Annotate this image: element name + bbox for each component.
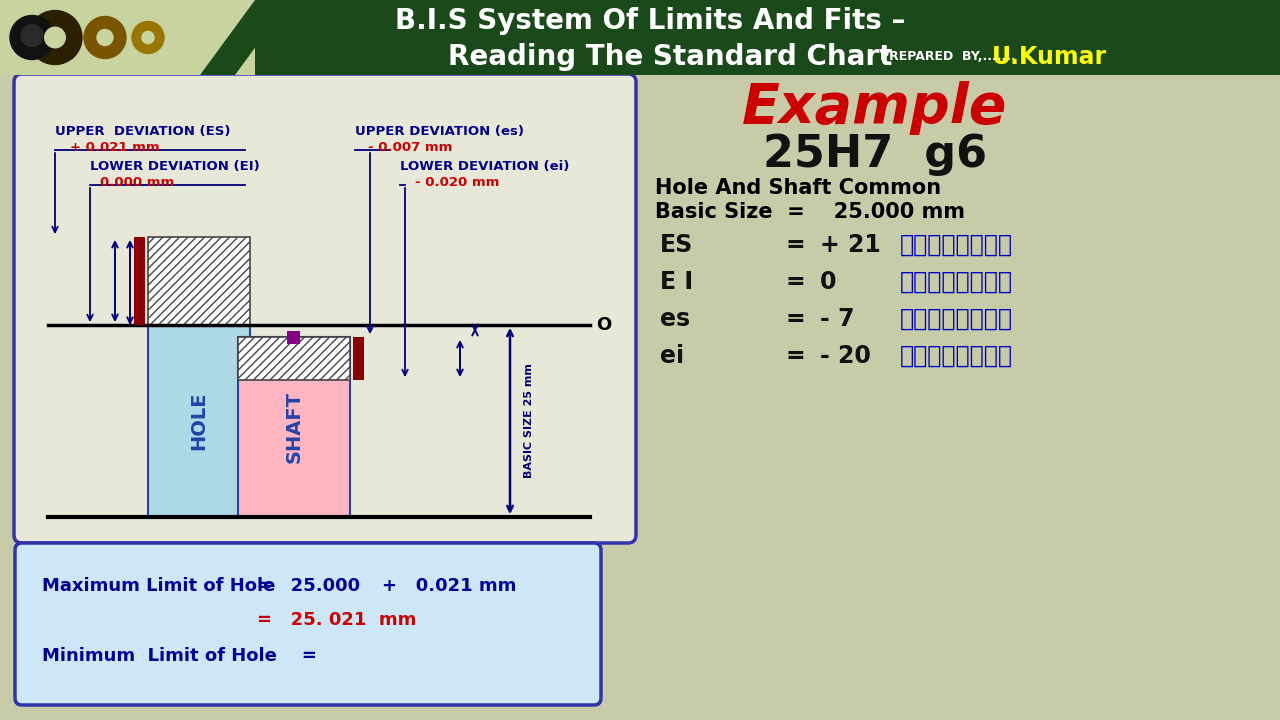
Bar — [134, 237, 145, 325]
Text: मायक्रॉन: मायक्रॉन — [900, 344, 1012, 368]
Text: =   25.000: = 25.000 — [257, 577, 360, 595]
Text: BASIC SIZE 25 mm: BASIC SIZE 25 mm — [524, 364, 534, 478]
Text: PREPARED  BY,.......: PREPARED BY,....... — [881, 50, 1016, 63]
Text: =: = — [785, 344, 805, 368]
Text: - 0.020 mm: - 0.020 mm — [415, 176, 499, 189]
Text: =: = — [785, 270, 805, 294]
Text: =: = — [785, 233, 805, 257]
Text: LOWER DEVIATION (EI): LOWER DEVIATION (EI) — [90, 160, 260, 173]
Text: ei: ei — [660, 344, 684, 368]
Circle shape — [28, 11, 82, 65]
Text: + 21: + 21 — [820, 233, 881, 257]
Text: मायक्रॉन: मायक्रॉन — [900, 307, 1012, 331]
Text: LOWER DEVIATION (ei): LOWER DEVIATION (ei) — [399, 160, 570, 173]
Text: मायक्रॉन: मायक्रॉन — [900, 233, 1012, 257]
Text: +   0.021 mm: + 0.021 mm — [381, 577, 516, 595]
Text: Maximum Limit of Hole: Maximum Limit of Hole — [42, 577, 275, 595]
Text: Example: Example — [742, 81, 1007, 135]
Text: Minimum  Limit of Hole    =: Minimum Limit of Hole = — [42, 647, 317, 665]
Bar — [238, 337, 349, 380]
Circle shape — [10, 16, 54, 60]
Text: es: es — [660, 307, 690, 331]
Text: B.I.S System Of Limits And Fits –: B.I.S System Of Limits And Fits – — [394, 7, 905, 35]
Text: UPPER  DEVIATION (ES): UPPER DEVIATION (ES) — [55, 125, 230, 138]
Text: UPPER DEVIATION (es): UPPER DEVIATION (es) — [355, 125, 524, 138]
Text: E I: E I — [660, 270, 694, 294]
Text: Hole And Shaft Common: Hole And Shaft Common — [655, 178, 941, 198]
Text: SHAFT: SHAFT — [284, 391, 303, 463]
Text: मायक्रॉन: मायक्रॉन — [900, 270, 1012, 294]
Bar — [0, 0, 1280, 75]
Text: U.Kumar: U.Kumar — [992, 45, 1107, 69]
Circle shape — [20, 24, 44, 47]
Text: - 0.007 mm: - 0.007 mm — [369, 141, 452, 154]
Circle shape — [142, 32, 154, 44]
Text: =: = — [785, 307, 805, 331]
Circle shape — [97, 30, 113, 45]
Text: 0: 0 — [820, 270, 837, 294]
FancyBboxPatch shape — [14, 74, 636, 543]
Text: ES: ES — [660, 233, 694, 257]
Text: - 20: - 20 — [820, 344, 870, 368]
Text: + 0.021 mm: + 0.021 mm — [70, 141, 160, 154]
Text: O: O — [596, 316, 612, 334]
Polygon shape — [200, 0, 291, 75]
Circle shape — [84, 17, 125, 58]
Text: 0.000 mm: 0.000 mm — [100, 176, 174, 189]
Circle shape — [45, 27, 65, 48]
Bar — [148, 325, 250, 517]
Text: HOLE: HOLE — [189, 392, 209, 450]
Bar — [0, 0, 255, 75]
Bar — [148, 237, 250, 325]
Text: - 7: - 7 — [820, 307, 855, 331]
Text: Reading The Standard Chart: Reading The Standard Chart — [448, 43, 892, 71]
Text: =   25. 021  mm: = 25. 021 mm — [257, 611, 416, 629]
Text: 25H7  g6: 25H7 g6 — [763, 133, 987, 176]
Text: Basic Size  =    25.000 mm: Basic Size = 25.000 mm — [655, 202, 965, 222]
FancyBboxPatch shape — [15, 543, 602, 705]
Circle shape — [132, 22, 164, 53]
Bar — [353, 337, 364, 380]
Bar — [238, 337, 349, 517]
Bar — [287, 331, 300, 344]
